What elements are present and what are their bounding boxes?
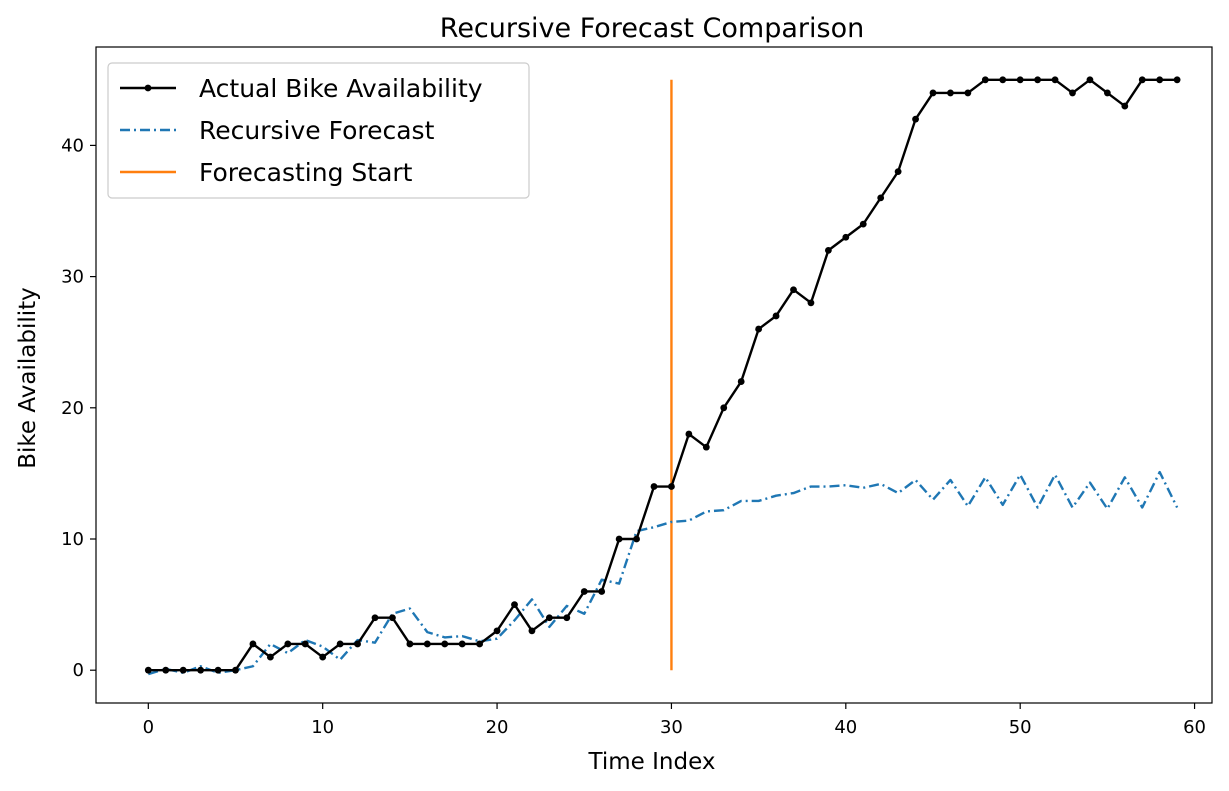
legend-marker	[144, 84, 152, 92]
data-point	[772, 312, 780, 320]
data-point	[441, 640, 449, 648]
data-point	[877, 194, 885, 202]
data-point	[528, 627, 536, 635]
x-tick-label: 50	[1009, 717, 1032, 738]
data-point	[1086, 76, 1094, 84]
data-point	[685, 430, 693, 438]
y-axis-label: Bike Availability	[15, 287, 41, 469]
x-axis-label: Time Index	[588, 749, 716, 775]
data-point	[702, 443, 710, 451]
data-point	[859, 220, 867, 228]
y-tick-label: 10	[61, 529, 84, 550]
data-point	[1034, 76, 1042, 84]
data-point	[894, 168, 902, 176]
axes-frame	[95, 46, 1213, 704]
data-point	[493, 627, 501, 635]
legend: Actual Bike Availability Recursive Foreca…	[107, 62, 530, 199]
data-point	[824, 246, 832, 254]
data-point	[999, 76, 1007, 84]
data-point	[458, 640, 466, 648]
data-point	[790, 286, 797, 294]
data-point	[354, 640, 361, 648]
y-tick-label: 20	[61, 398, 84, 419]
data-point	[423, 640, 431, 648]
data-point	[1138, 76, 1146, 84]
data-point	[301, 640, 309, 648]
data-point	[964, 89, 972, 97]
chart-title: Recursive Forecast Comparison	[440, 13, 864, 44]
data-point	[1121, 102, 1129, 110]
data-point	[336, 640, 344, 648]
data-point	[319, 653, 327, 661]
legend-label: Recursive Forecast	[199, 116, 435, 145]
x-axis: 0 10 20 30 40 50 60	[143, 703, 1206, 738]
data-point	[842, 233, 850, 241]
y-tick-label: 0	[73, 660, 84, 681]
data-point	[232, 666, 239, 674]
data-point	[197, 666, 205, 674]
data-point	[1156, 76, 1164, 84]
data-point	[807, 299, 815, 307]
data-point	[371, 614, 379, 622]
data-point	[1051, 76, 1059, 84]
data-point	[179, 666, 187, 674]
data-point	[633, 535, 640, 543]
data-point	[162, 666, 170, 674]
data-point	[1016, 76, 1024, 84]
data-point	[650, 483, 658, 490]
data-point	[214, 666, 222, 674]
x-tick-label: 40	[834, 717, 857, 738]
data-point	[947, 89, 954, 97]
data-point	[668, 483, 675, 490]
y-tick-label: 30	[61, 267, 84, 288]
data-point	[249, 640, 257, 648]
x-tick-label: 10	[311, 717, 334, 738]
data-point	[563, 614, 571, 622]
data-point	[912, 115, 919, 123]
data-point	[1103, 89, 1111, 97]
legend-label: Actual Bike Availability	[199, 74, 483, 103]
x-tick-label: 30	[660, 717, 683, 738]
data-point	[406, 640, 414, 648]
data-point	[476, 640, 484, 648]
legend-box	[107, 62, 530, 199]
y-tick-label: 40	[61, 135, 84, 156]
data-point	[266, 653, 274, 661]
data-point	[580, 588, 588, 595]
plot-area	[144, 76, 1181, 676]
legend-label: Forecasting Start	[199, 158, 413, 187]
data-point	[1069, 89, 1076, 97]
series-line	[147, 470, 1179, 676]
data-point	[511, 601, 518, 608]
y-axis: 0 10 20 30 40	[61, 135, 96, 681]
data-point	[389, 614, 396, 622]
data-point	[545, 614, 553, 622]
data-point	[144, 666, 152, 674]
data-point	[1173, 76, 1181, 84]
data-point	[981, 76, 989, 84]
data-point	[929, 89, 937, 97]
x-tick-label: 60	[1183, 717, 1206, 738]
data-point	[615, 535, 623, 543]
data-point	[284, 640, 292, 648]
data-point	[598, 588, 606, 595]
x-tick-label: 20	[486, 717, 509, 738]
data-point	[737, 378, 745, 385]
data-point	[755, 325, 763, 333]
data-point	[720, 404, 728, 412]
x-tick-label: 0	[143, 717, 154, 738]
